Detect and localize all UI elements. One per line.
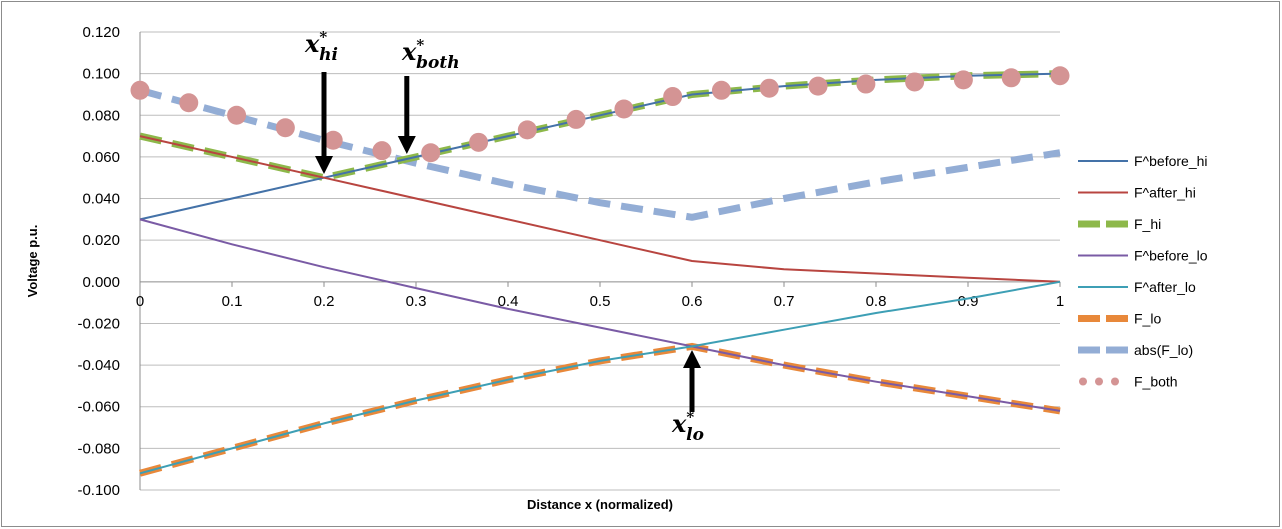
series-f-both-point (517, 120, 537, 140)
y-tick-label: 0.120 (82, 24, 120, 41)
legend: F^before_hi F^after_hi F_hi F^before_lo F^af… (1078, 153, 1208, 390)
series-f-after-lo-line (139, 280, 1061, 475)
x-tick-label: 0.5 (590, 293, 611, 310)
x-tick-label: 0.8 (866, 293, 887, 310)
y-tick-label: 0.100 (82, 66, 120, 83)
series-f-both-point (1050, 66, 1070, 86)
annotation-label: x* both (401, 36, 460, 73)
legend-label: F^before_lo (1134, 248, 1208, 264)
series-f-both-point (275, 118, 295, 138)
series-f-before-lo-line (139, 218, 1061, 412)
arrow-head-icon (397, 136, 416, 154)
legend-swatch (1111, 377, 1119, 386)
series-f-both-point (421, 143, 441, 163)
y-tick-label: 0.020 (82, 232, 120, 249)
series-abs-f-lo-line (139, 86, 1061, 221)
x-tick-label: 0.3 (406, 293, 427, 310)
x-tick-label: 0.1 (222, 293, 243, 310)
series-f-both-point (711, 80, 731, 100)
legend-swatch (1095, 377, 1103, 386)
series-f-both-point (372, 141, 392, 161)
x-tick-label: 0.4 (498, 293, 519, 310)
series-f-before-hi-line (139, 72, 1061, 221)
x-axis-title: Distance x (normalized) (527, 497, 673, 512)
series-f-both-point (130, 80, 150, 100)
series-f-both-point (227, 105, 247, 125)
series-f-both-point (808, 76, 828, 96)
legend-label: F^after_lo (1134, 279, 1196, 295)
x-tick-label: 0 (136, 293, 144, 310)
legend-swatch (1079, 377, 1087, 386)
y-tick-label: -0.100 (77, 482, 120, 499)
y-tick-label: 0.040 (82, 191, 120, 208)
series-f-both-point (856, 74, 876, 94)
annotation-label: x* lo (671, 408, 704, 445)
series-f-both-point (469, 132, 489, 152)
series-f-both-point (663, 87, 683, 107)
arrow-head-icon (683, 350, 701, 368)
y-tick-label: -0.020 (77, 315, 120, 332)
x-tick-label: 0.6 (682, 293, 703, 310)
legend-label: F_hi (1134, 216, 1161, 232)
y-tick-label: -0.080 (77, 440, 120, 457)
axes: 0.120 0.100 0.080 0.060 0.040 0.020 0.000 -0.02… (77, 24, 1064, 499)
series-lines (130, 66, 1070, 477)
y-tick-label: 0.080 (82, 107, 120, 124)
y-tick-label: 0.060 (82, 149, 120, 166)
annotation-label: x* hi (304, 28, 338, 65)
series-f-both-point (614, 99, 634, 119)
legend-label: F^after_hi (1134, 185, 1196, 201)
legend-label: F_lo (1134, 311, 1161, 327)
series-f-after-hi-line (139, 135, 1061, 283)
y-axis-title: Voltage p.u. (25, 225, 40, 298)
series-f-both-point (953, 70, 973, 90)
x-tick-label: 0.7 (774, 293, 795, 310)
x-tick-label: 1 (1056, 293, 1064, 310)
y-tick-label: -0.040 (77, 357, 120, 374)
gridlines (140, 31, 1060, 491)
series-f-both-point (759, 78, 779, 98)
x-tick-label: 0.9 (958, 293, 979, 310)
legend-label: F_both (1134, 374, 1178, 390)
y-tick-label: -0.060 (77, 399, 120, 416)
series-f-both-point (179, 93, 199, 113)
y-tick-label: 0.000 (82, 274, 120, 291)
annotations: x* hi x* both x* lo (304, 28, 704, 445)
legend-label: F^before_hi (1134, 153, 1208, 169)
legend-label: abs(F_lo) (1134, 342, 1193, 358)
series-f-both-point (1001, 68, 1021, 88)
series-f-both-point (905, 72, 925, 92)
x-tick-label: 0.2 (314, 293, 335, 310)
series-f-both-point (566, 109, 586, 129)
series-f-both-point (323, 130, 343, 150)
arrow-head-icon (315, 156, 333, 174)
